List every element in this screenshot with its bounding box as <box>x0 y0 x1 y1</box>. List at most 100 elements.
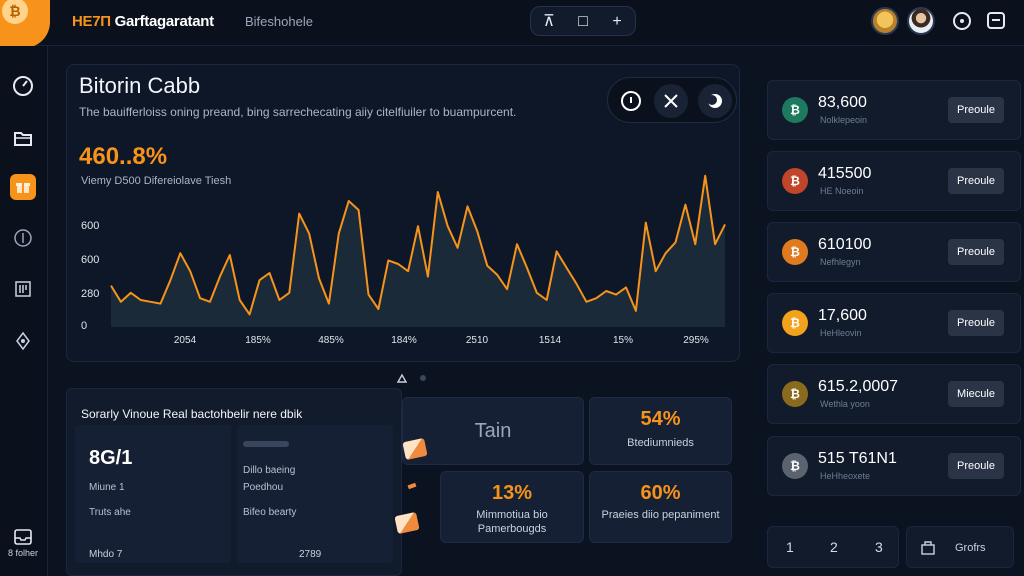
page-1-button[interactable]: 1 <box>786 539 794 555</box>
bitcoin-logo-icon: ₿ <box>2 0 28 24</box>
stats-right-panel <box>237 425 393 563</box>
window-tool-button[interactable]: □ <box>578 13 588 30</box>
coin-subtitle: HeHleovin <box>820 328 862 338</box>
gift-icon[interactable] <box>10 174 36 200</box>
coin-icon: ₿ <box>782 239 808 265</box>
toolbar-group: ⊼ □ + <box>530 6 636 36</box>
coin-icon: ₿ <box>782 168 808 194</box>
coin-avatar[interactable] <box>871 7 899 35</box>
y-tick-label: 600 <box>81 254 99 266</box>
price-chart: 600 600 280 0 2054 185% 485% 184% 2510 1514 15% 295… <box>81 174 726 346</box>
stats-right-label: Poedhou <box>243 482 284 493</box>
coin-row[interactable]: ₿ 83,600 Nolklepeoin Preoule <box>767 80 1021 140</box>
page-2-button[interactable]: 2 <box>830 539 838 555</box>
app-title: HE7П Garftagaratant <box>72 13 214 30</box>
record-icon[interactable] <box>953 12 971 30</box>
x-tick-label: 295% <box>683 335 709 346</box>
coin-action-button[interactable]: Preoule <box>948 453 1004 479</box>
tile-13[interactable]: 13% Mimmotiua bio Pamerbougds <box>440 471 584 543</box>
coin-subtitle: Nolklepeoin <box>820 115 868 125</box>
info-icon[interactable] <box>614 84 648 118</box>
sidebar: 8 folher <box>0 46 48 576</box>
coin-subtitle: Wethla yoon <box>820 399 870 409</box>
page-description: The bauifferloiss oning preand, bing sar… <box>79 105 517 119</box>
tile-54-caption: Btediumnieds <box>627 437 694 449</box>
stats-right-label: Bifeo bearty <box>243 507 297 518</box>
coin-icon: ₿ <box>782 453 808 479</box>
coin-row[interactable]: ₿ 17,600 HeHleovin Preoule <box>767 293 1021 353</box>
coin-action-button[interactable]: Preoule <box>948 97 1004 123</box>
window-icon[interactable] <box>987 12 1005 29</box>
series-line <box>110 174 726 316</box>
coin-value: 610100 <box>818 236 872 253</box>
network-icon[interactable] <box>10 328 36 354</box>
y-tick-label: 0 <box>81 320 87 332</box>
page-3-button[interactable]: 3 <box>875 539 883 555</box>
coin-row[interactable]: ₿ 415500 HE Noeoin Preoule <box>767 151 1021 211</box>
tile-54[interactable]: 54% Btediumnieds <box>589 397 732 465</box>
notes-icon[interactable] <box>10 276 36 302</box>
stats-footer-right: 2789 <box>299 549 322 560</box>
add-tool-button[interactable]: + <box>612 13 622 30</box>
coin-action-button[interactable]: Preoule <box>948 310 1004 336</box>
pagination: 1 2 3 <box>767 526 899 568</box>
x-tick-label: 15% <box>613 335 633 346</box>
theme-toggle-icon[interactable] <box>698 84 732 118</box>
stats-label: Miune 1 <box>89 482 125 493</box>
coin-icon: ₿ <box>782 310 808 336</box>
card-actions <box>607 77 737 123</box>
stats-card: Sorarly Vinoue Real bactohbelir nere dbi… <box>66 388 402 576</box>
x-tick-label: 2054 <box>174 335 197 346</box>
carousel-pager <box>396 371 436 383</box>
app-logo[interactable]: ₿ <box>0 0 50 48</box>
stats-title: Sorarly Vinoue Real bactohbelir nere dbi… <box>81 407 303 421</box>
coin-row[interactable]: ₿ 515 T61N1 HeHheoxete Preoule <box>767 436 1021 496</box>
stats-left-panel <box>75 425 231 563</box>
x-tick-label: 1514 <box>539 335 562 346</box>
tile-60-value: 60% <box>640 482 681 504</box>
brand-name: Garftagaratant <box>110 13 214 30</box>
x-tick-label: 485% <box>318 335 344 346</box>
user-avatar[interactable] <box>907 7 935 35</box>
coin-icon[interactable] <box>10 225 36 251</box>
page-title: Bitorin Cabb <box>79 73 201 98</box>
coin-value: 17,600 <box>818 307 867 324</box>
tile-60[interactable]: 60% Praeies diio pepaniment <box>589 471 732 543</box>
x-tick-label: 185% <box>245 335 271 346</box>
coin-subtitle: HE Noeoin <box>820 186 864 196</box>
coin-value: 415500 <box>818 165 872 182</box>
coin-action-button[interactable]: Preoule <box>948 239 1004 265</box>
brand-accent: HE7П <box>72 13 111 30</box>
coin-action-button[interactable]: Miecule <box>948 381 1004 407</box>
percent-caption: Viemy D500 Difereiolave Tiesh <box>81 175 232 187</box>
tile-13-caption-2: Pamerbougds <box>477 523 547 535</box>
sidebar-footer-label: 8 folher <box>8 548 39 558</box>
coin-icon: ₿ <box>782 381 808 407</box>
close-icon[interactable] <box>654 84 688 118</box>
chart-card: 600 600 280 0 2054 185% 485% 184% 2510 1514 15% 295… <box>66 64 740 362</box>
filter-tool-button[interactable]: ⊼ <box>543 13 555 30</box>
groups-button[interactable]: Grofrs <box>906 526 1014 568</box>
stats-right-label: Dillo baeing <box>243 465 296 476</box>
sneaker-icon <box>394 511 420 535</box>
tile-60-caption: Praeies diio pepaniment <box>601 509 720 521</box>
folder-icon[interactable] <box>10 125 36 151</box>
coin-value: 515 T61N1 <box>818 450 897 467</box>
series-area <box>111 175 725 327</box>
coin-action-button[interactable]: Preoule <box>948 168 1004 194</box>
coin-row[interactable]: ₿ 610100 Nefhlegyn Preoule <box>767 222 1021 282</box>
tile-13-caption: Mimmotiua bio <box>476 509 548 521</box>
inbox-icon[interactable] <box>10 524 36 550</box>
gauge-icon[interactable] <box>10 73 36 99</box>
groups-icon <box>921 541 935 555</box>
groups-label: Grofrs <box>955 542 986 554</box>
pager-dot <box>420 375 426 381</box>
coin-icon: ₿ <box>782 97 808 123</box>
coin-value: 615.2,0007 <box>818 378 899 395</box>
tile-tain[interactable]: Tain <box>402 397 584 465</box>
subnav-link[interactable]: Bifeshohele <box>245 14 313 29</box>
stats-placeholder-bar <box>243 441 289 447</box>
stats-footer-left: Mhdo 7 <box>89 549 123 560</box>
x-tick-label: 184% <box>391 335 417 346</box>
coin-row[interactable]: ₿ 615.2,0007 Wethla yoon Miecule <box>767 364 1021 424</box>
